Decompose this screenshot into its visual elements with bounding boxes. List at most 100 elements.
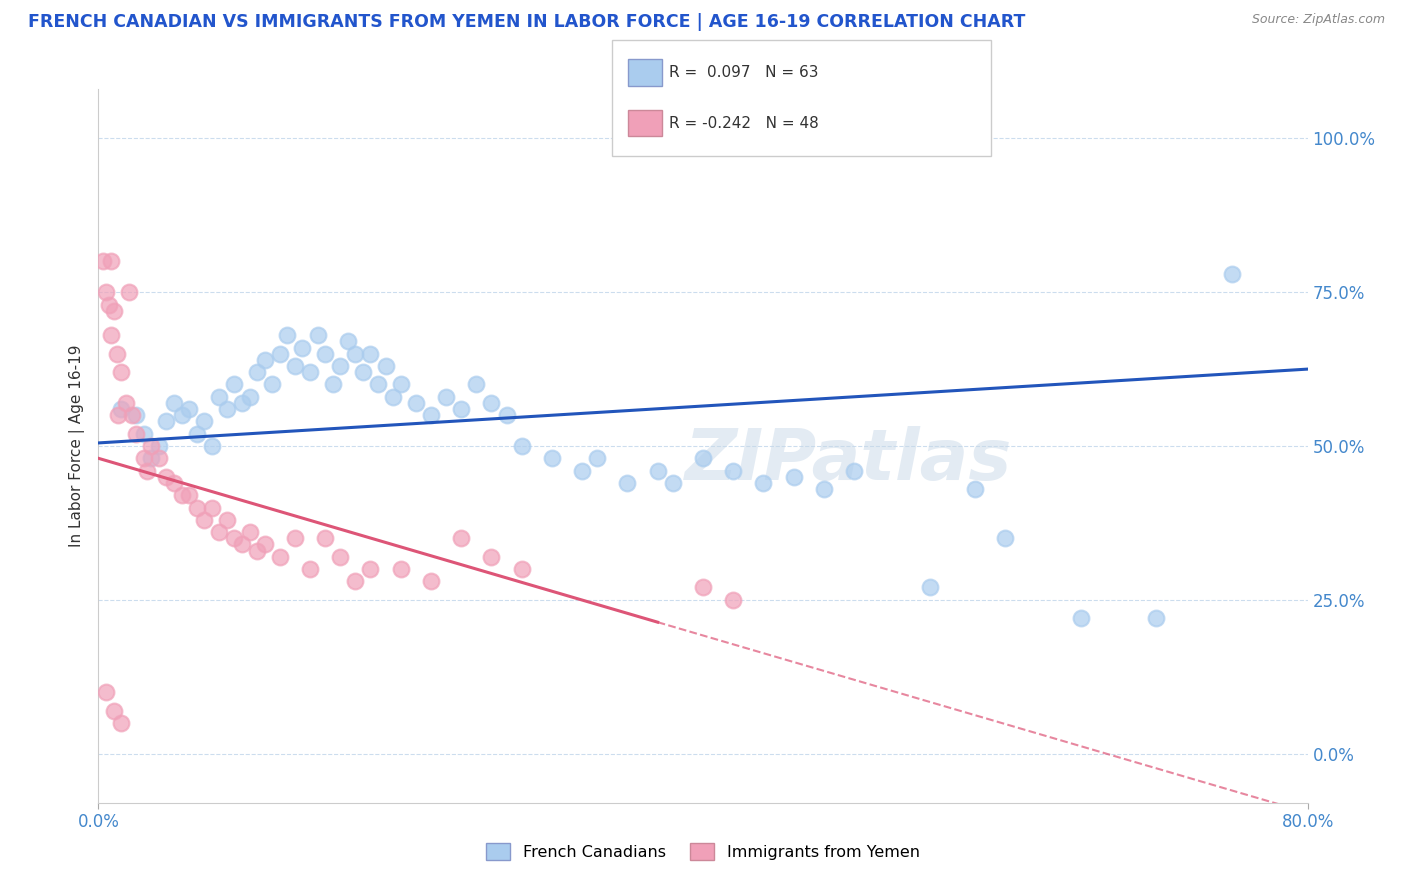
Point bbox=[360, 347, 382, 361]
Point bbox=[307, 328, 329, 343]
Point bbox=[155, 414, 177, 428]
Point bbox=[107, 409, 129, 423]
Point bbox=[110, 715, 132, 730]
Point bbox=[420, 574, 443, 589]
Point bbox=[163, 396, 186, 410]
Point bbox=[284, 531, 307, 545]
Point bbox=[239, 525, 262, 540]
Point bbox=[661, 475, 683, 490]
Point bbox=[224, 377, 246, 392]
Point bbox=[262, 377, 284, 392]
Point bbox=[208, 525, 231, 540]
Point bbox=[135, 464, 157, 478]
Point bbox=[91, 254, 114, 268]
Point bbox=[571, 464, 593, 478]
Y-axis label: In Labor Force | Age 16-19: In Labor Force | Age 16-19 bbox=[69, 344, 84, 548]
Point bbox=[314, 347, 336, 361]
Point bbox=[110, 365, 132, 379]
Point bbox=[132, 451, 155, 466]
Point bbox=[322, 377, 344, 392]
Point bbox=[170, 409, 193, 423]
Point bbox=[201, 439, 224, 453]
Point bbox=[114, 396, 136, 410]
Text: Source: ZipAtlas.com: Source: ZipAtlas.com bbox=[1251, 13, 1385, 27]
Point bbox=[389, 377, 412, 392]
Point bbox=[329, 549, 352, 564]
Point bbox=[616, 475, 638, 490]
Point bbox=[231, 537, 253, 551]
Point bbox=[148, 451, 170, 466]
Point bbox=[434, 390, 457, 404]
Point bbox=[1146, 611, 1168, 625]
Point bbox=[389, 562, 412, 576]
Point bbox=[215, 402, 238, 417]
Point bbox=[450, 402, 472, 417]
Point bbox=[844, 464, 866, 478]
Point bbox=[723, 592, 745, 607]
Point bbox=[224, 531, 246, 545]
Point bbox=[231, 396, 253, 410]
Point bbox=[276, 328, 298, 343]
Point bbox=[692, 451, 714, 466]
Point bbox=[132, 426, 155, 441]
Point bbox=[201, 500, 224, 515]
Text: R =  0.097   N = 63: R = 0.097 N = 63 bbox=[669, 65, 818, 80]
Point bbox=[481, 549, 503, 564]
Point bbox=[253, 352, 276, 367]
Text: FRENCH CANADIAN VS IMMIGRANTS FROM YEMEN IN LABOR FORCE | AGE 16-19 CORRELATION : FRENCH CANADIAN VS IMMIGRANTS FROM YEMEN… bbox=[28, 13, 1025, 31]
Point bbox=[141, 439, 163, 453]
Point bbox=[246, 365, 269, 379]
Point bbox=[367, 377, 389, 392]
Point bbox=[193, 513, 215, 527]
Point bbox=[813, 482, 835, 496]
Point bbox=[299, 365, 322, 379]
Point bbox=[465, 377, 488, 392]
Point bbox=[352, 365, 374, 379]
Point bbox=[105, 347, 128, 361]
Point bbox=[586, 451, 609, 466]
Point bbox=[103, 303, 125, 318]
Point bbox=[125, 409, 148, 423]
Point bbox=[510, 562, 533, 576]
Point bbox=[510, 439, 533, 453]
Point bbox=[540, 451, 562, 466]
Point bbox=[253, 537, 276, 551]
Point bbox=[405, 396, 427, 410]
Point bbox=[481, 396, 503, 410]
Point bbox=[344, 574, 367, 589]
Point bbox=[179, 402, 201, 417]
Point bbox=[344, 347, 367, 361]
Point bbox=[148, 439, 170, 453]
Point bbox=[360, 562, 382, 576]
Point bbox=[314, 531, 336, 545]
Point bbox=[284, 359, 307, 373]
Point bbox=[121, 409, 143, 423]
Point bbox=[329, 359, 352, 373]
Point bbox=[94, 285, 117, 300]
Text: R = -0.242   N = 48: R = -0.242 N = 48 bbox=[669, 116, 820, 130]
Text: ZIPatlas: ZIPatlas bbox=[685, 425, 1012, 495]
Point bbox=[299, 562, 322, 576]
Point bbox=[186, 426, 208, 441]
Point bbox=[239, 390, 262, 404]
Point bbox=[94, 685, 117, 699]
Point bbox=[1070, 611, 1092, 625]
Point bbox=[193, 414, 215, 428]
Legend: French Canadians, Immigrants from Yemen: French Canadians, Immigrants from Yemen bbox=[479, 837, 927, 866]
Point bbox=[208, 390, 231, 404]
Point bbox=[783, 469, 806, 483]
Point bbox=[186, 500, 208, 515]
Point bbox=[495, 409, 517, 423]
Point bbox=[723, 464, 745, 478]
Point bbox=[965, 482, 987, 496]
Point bbox=[918, 581, 941, 595]
Point bbox=[374, 359, 396, 373]
Point bbox=[179, 488, 201, 502]
Point bbox=[752, 475, 775, 490]
Point bbox=[336, 334, 359, 349]
Point bbox=[103, 704, 125, 718]
Point bbox=[100, 328, 122, 343]
Point bbox=[382, 390, 405, 404]
Point bbox=[118, 285, 141, 300]
Point bbox=[155, 469, 177, 483]
